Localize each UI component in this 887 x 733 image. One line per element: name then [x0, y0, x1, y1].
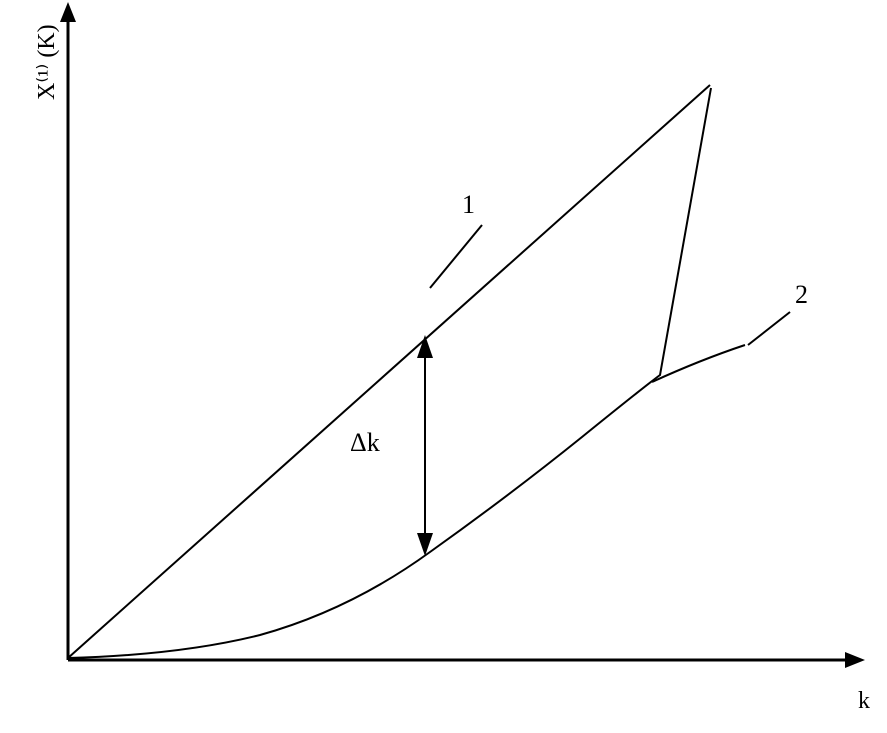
- delta-k-label: Δk: [350, 428, 380, 458]
- curve-1: [68, 85, 710, 658]
- curve-1-label-text: 1: [462, 190, 475, 219]
- x-axis-label: k: [858, 688, 877, 718]
- delta-k-arrow-top: [417, 335, 433, 358]
- x-axis-label-text: k: [858, 688, 870, 714]
- x-axis-arrow: [845, 652, 865, 668]
- y-axis-arrow: [60, 2, 76, 22]
- diagram-svg: [0, 0, 887, 733]
- curve-1-label: 1: [462, 190, 475, 220]
- curve-2-label-text: 2: [795, 280, 808, 309]
- y-axis-label: X⁽¹⁾ (K): [32, 24, 61, 100]
- curve-2-leader: [748, 312, 790, 345]
- curve-2-label: 2: [795, 280, 808, 310]
- y-axis-label-text: X⁽¹⁾ (K): [34, 24, 60, 100]
- delta-k-label-text: Δk: [350, 428, 380, 457]
- curve-2-tail: [652, 345, 745, 382]
- diagram-container: X⁽¹⁾ (K) k 1 2 Δk: [0, 0, 887, 733]
- curve-1-leader: [430, 225, 482, 288]
